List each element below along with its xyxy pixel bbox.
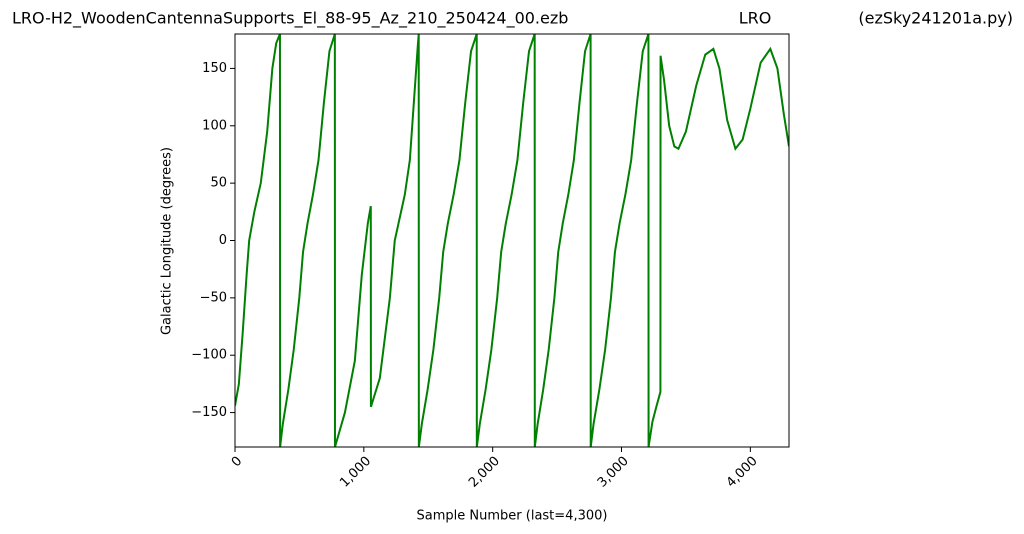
y-tick-label: 0	[219, 233, 227, 248]
data-line	[235, 33, 789, 448]
y-axis-label: Galactic Longitude (degrees)	[160, 147, 175, 335]
x-tick-label: 2,000	[466, 454, 503, 491]
y-tick-label: 100	[202, 118, 227, 133]
x-tick-label: 1,000	[337, 454, 374, 491]
x-tick-label: 0	[229, 454, 245, 470]
y-tick-label: 50	[210, 176, 227, 191]
plot-frame	[234, 33, 790, 448]
y-tick-label: −50	[200, 290, 227, 305]
chart-title: LRO-H2_WoodenCantennaSupports_El_88-95_A…	[12, 9, 568, 29]
y-tick-label: 150	[202, 61, 227, 76]
y-tick-label: −100	[191, 348, 227, 363]
chart-subtitle: LRO	[739, 9, 772, 28]
y-tick-label: −150	[191, 405, 227, 420]
x-axis-label: Sample Number (last=4,300)	[417, 509, 608, 524]
x-tick-label: 3,000	[595, 454, 632, 491]
x-tick-label: 4,000	[724, 454, 761, 491]
annotation: (ezSky241201a.py)	[858, 9, 1013, 28]
